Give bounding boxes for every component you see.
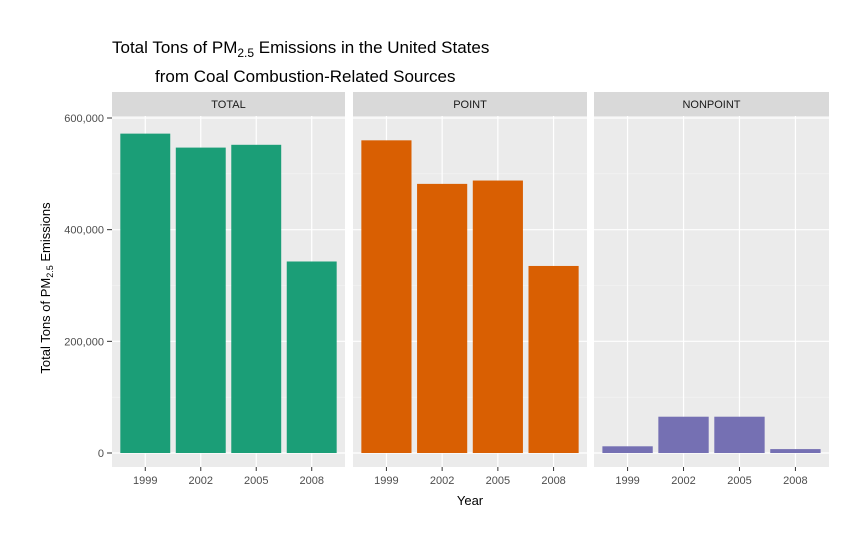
ylabel-subscript: 2.5 [45,265,55,278]
x-tick-label: 1999 [133,475,157,487]
bar [231,144,282,454]
y-axis-label: Total Tons of PM2.5 Emissions [38,202,55,374]
title-prefix: Total Tons of PM [112,38,237,57]
facet-strip [353,92,587,116]
y-tick-label: 600,000 [64,113,104,125]
facet-strip-label: POINT [453,99,487,111]
x-tick-label: 1999 [374,475,398,487]
bar [472,180,523,454]
ylabel-suffix: Emissions [38,202,53,265]
bar [602,446,653,453]
bar [417,183,468,453]
bar [528,265,579,453]
x-tick-label: 2005 [244,475,268,487]
facet-panels: TOTAL 1999 2002 2005 2008 POINT 1999 2002 2005 20… [112,92,829,487]
x-tick-label: 1999 [615,475,639,487]
x-tick-label: 2008 [783,475,807,487]
chart-title-line2: from Coal Combustion-Related Sources [155,67,455,86]
x-tick-label: 2008 [541,475,565,487]
x-tick-label: 2002 [430,475,454,487]
panel-background [594,116,829,467]
bar [286,261,337,453]
bar [175,147,226,453]
y-tick-label: 400,000 [64,225,104,237]
facet-strip [594,92,829,116]
x-tick-label: 2005 [486,475,510,487]
bar [120,133,171,453]
facet-strip [112,92,345,116]
facet-panel: NONPOINT 1999 2002 2005 2008 [594,92,829,487]
chart-title-line1: Total Tons of PM2.5 Emissions in the Uni… [112,38,489,60]
facet-strip-label: NONPOINT [682,99,740,111]
bar [714,416,765,453]
bar [658,416,709,453]
x-axis-label: Year [457,493,484,508]
y-tick-label: 0 [98,448,104,460]
facet-strip-label: TOTAL [211,99,245,111]
y-tick-label: 200,000 [64,336,104,348]
x-tick-label: 2005 [727,475,751,487]
y-axis: 0 200,000 400,000 600,000 [64,113,112,460]
bar [361,140,412,454]
bar [770,449,821,453]
title-suffix: Emissions in the United States [254,38,489,57]
facet-panel: TOTAL 1999 2002 2005 2008 [112,92,345,487]
x-tick-label: 2002 [671,475,695,487]
x-tick-label: 2008 [299,475,323,487]
facet-panel: POINT 1999 2002 2005 2008 [353,92,587,487]
x-tick-label: 2002 [189,475,213,487]
title-subscript: 2.5 [237,46,254,60]
ylabel-prefix: Total Tons of PM [38,278,53,374]
